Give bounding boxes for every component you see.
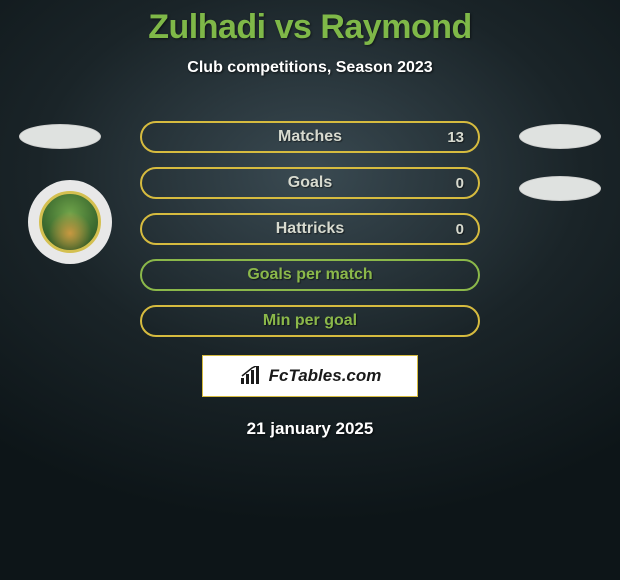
stat-label: Matches xyxy=(278,128,342,146)
branding-box: FcTables.com xyxy=(202,355,418,397)
chart-icon xyxy=(239,366,263,386)
stat-row-goals-per-match: Goals per match xyxy=(140,259,480,291)
stat-value-right: 0 xyxy=(456,221,464,238)
player-right-avatar-placeholder xyxy=(519,124,601,149)
stat-row-hattricks: Hattricks 0 xyxy=(140,213,480,245)
stat-label: Min per goal xyxy=(263,312,357,330)
club-badge-inner xyxy=(39,191,101,253)
club-badge-left xyxy=(28,180,112,264)
player-left-avatar-placeholder xyxy=(19,124,101,149)
page-subtitle: Club competitions, Season 2023 xyxy=(0,59,620,77)
stat-label: Hattricks xyxy=(276,220,344,238)
player-right-avatar-placeholder-2 xyxy=(519,176,601,201)
stat-label: Goals per match xyxy=(247,266,372,284)
stat-value-right: 13 xyxy=(447,129,464,146)
stat-row-matches: Matches 13 xyxy=(140,121,480,153)
stat-label: Goals xyxy=(288,174,332,192)
page-title: Zulhadi vs Raymond xyxy=(0,8,620,47)
footer-date: 21 january 2025 xyxy=(0,419,620,439)
stat-row-goals: Goals 0 xyxy=(140,167,480,199)
site-name: FcTables.com xyxy=(269,366,382,386)
stat-row-min-per-goal: Min per goal xyxy=(140,305,480,337)
stat-value-right: 0 xyxy=(456,175,464,192)
